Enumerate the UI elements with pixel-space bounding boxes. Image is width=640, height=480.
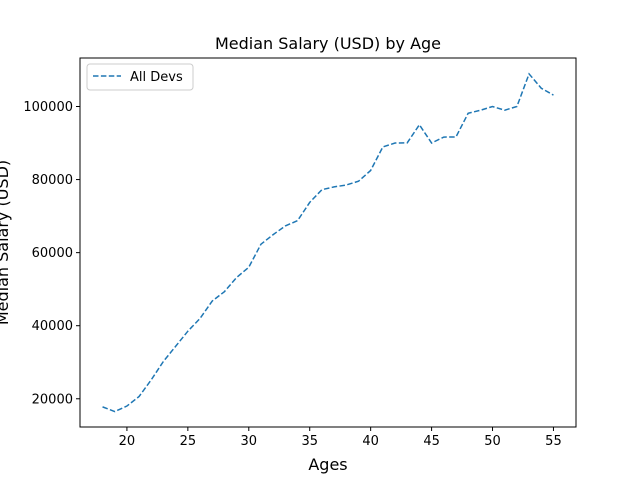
series-layer [102,72,554,413]
y-tick-label: 60000 [32,246,73,261]
legend-label-all-devs: All Devs [130,70,183,85]
y-axis-label: Median Salary (USD) [0,160,12,325]
y-axis: 20000 40000 60000 80000 100000 [23,100,80,407]
x-tick-label: 35 [301,434,318,449]
x-tick-label: 40 [362,434,379,449]
x-tick-label: 30 [241,434,258,449]
legend-frame [86,63,194,91]
y-tick-label: 100000 [23,100,73,115]
x-tick-label: 45 [423,434,440,449]
plot-area-frame [79,57,577,428]
legend: All Devs [86,63,194,91]
chart-title: Median Salary (USD) by Age [215,34,441,53]
x-tick-label: 20 [119,434,136,449]
x-tick-label: 25 [180,434,197,449]
x-axis-label: Ages [308,455,347,474]
x-tick-label: 55 [545,434,562,449]
y-tick-label: 80000 [32,173,73,188]
y-tick-label: 40000 [32,319,73,334]
x-tick-label: 50 [484,434,501,449]
x-axis: 20 25 30 35 40 45 50 55 [119,427,562,449]
y-tick-label: 20000 [32,392,73,407]
series-line-all-devs [102,72,554,413]
